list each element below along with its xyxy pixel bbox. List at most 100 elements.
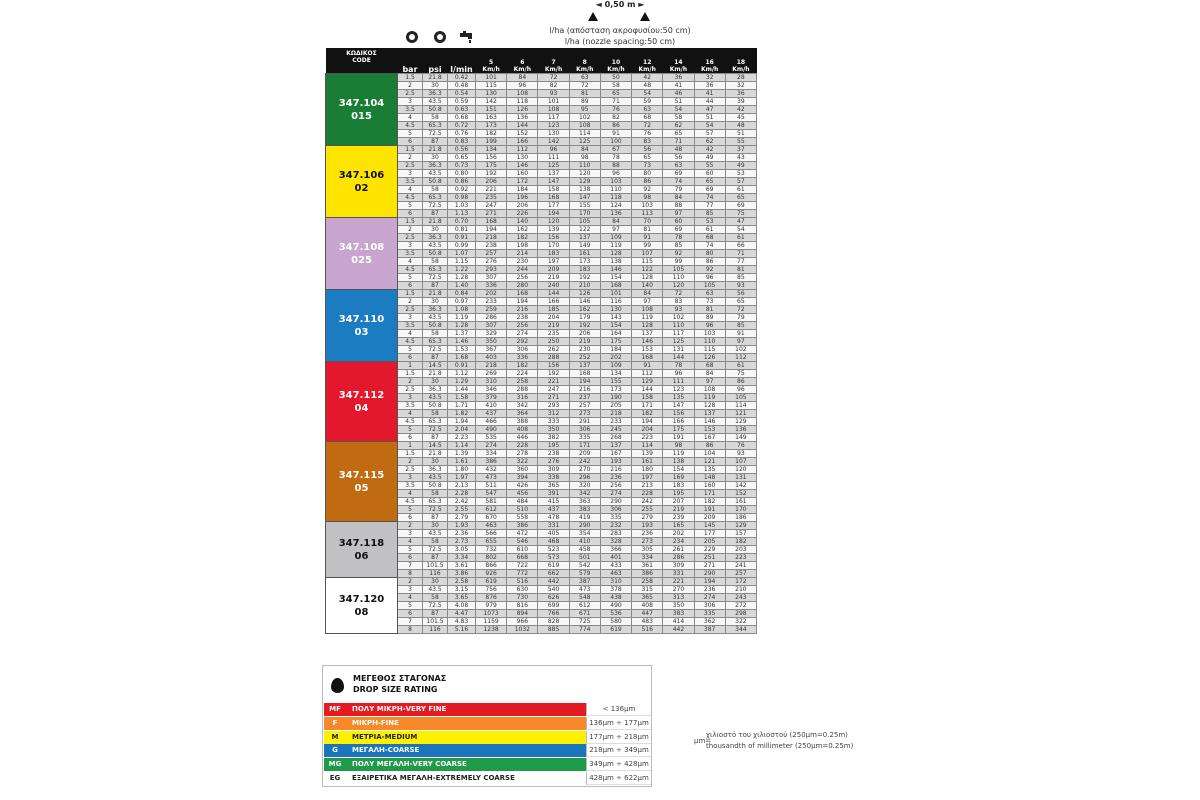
table-cell: 177 bbox=[693, 529, 726, 538]
table-cell: 401 bbox=[599, 553, 633, 562]
speed-value: 16 bbox=[705, 59, 714, 66]
table-cell: 245 bbox=[599, 425, 633, 434]
table-cell: 3 bbox=[397, 473, 423, 482]
nozzle-size: 03 bbox=[354, 326, 369, 338]
legend-label: ΠΟΛΥ ΜΙΚΡΗ-VERY FINE bbox=[352, 705, 447, 713]
table-cell: 36.3 bbox=[422, 161, 448, 170]
table-cell: 386 bbox=[631, 569, 664, 578]
table-cell: 0.80 bbox=[447, 169, 476, 178]
table-cell: 202 bbox=[662, 529, 695, 538]
table-cell: 2 bbox=[397, 153, 423, 162]
table-cell: 2.5 bbox=[397, 89, 423, 98]
table-cell: 7 bbox=[397, 561, 423, 570]
legend-row: M ΜΕΤΡΙΑ-MEDIUM 177μm ÷ 218μm bbox=[324, 730, 651, 744]
table-cell: 110 bbox=[693, 337, 726, 346]
table-cell: 214 bbox=[506, 249, 539, 258]
table-cell: 139 bbox=[537, 225, 570, 234]
table-cell: 237 bbox=[568, 393, 601, 402]
table-cell: 104 bbox=[693, 449, 726, 458]
table-cell: 129 bbox=[724, 521, 758, 530]
table-cell: 722 bbox=[506, 561, 539, 570]
table-cell: 92 bbox=[631, 185, 664, 194]
table-row: 347.118 06 2 30 1.93 463 386 331 290 232 193 165 145… bbox=[325, 521, 758, 578]
table-cell: 2.5 bbox=[397, 465, 423, 474]
table-cell: 36 bbox=[662, 73, 695, 82]
table-cell: 21.8 bbox=[422, 449, 448, 458]
table-cell: 14.5 bbox=[422, 361, 448, 370]
table-cell: 405 bbox=[537, 529, 570, 538]
table-cell: 228 bbox=[631, 489, 664, 498]
table-cell: 3 bbox=[397, 529, 423, 538]
legend-abbr: MG bbox=[328, 760, 342, 769]
table-cell: 36.3 bbox=[422, 305, 448, 314]
table-cell: 0.56 bbox=[447, 145, 476, 154]
table-cell: 3.5 bbox=[397, 321, 423, 330]
table-cell: 2 bbox=[397, 577, 423, 586]
table-cell: 123 bbox=[662, 385, 695, 394]
table-cell: 2.23 bbox=[447, 433, 476, 442]
table-cell: 56 bbox=[631, 145, 664, 154]
table-cell: 123 bbox=[537, 121, 570, 130]
table-cell: 161 bbox=[724, 497, 758, 506]
table-cell: 216 bbox=[506, 305, 539, 314]
speed-header: 12 Km/h bbox=[631, 48, 663, 74]
table-cell: 6 bbox=[397, 433, 423, 442]
table-cell: 191 bbox=[693, 505, 726, 514]
table-cell: 1073 bbox=[474, 609, 508, 618]
table-cell: 235 bbox=[537, 329, 570, 338]
table-cell: 3.65 bbox=[447, 593, 476, 602]
table-cell: 30 bbox=[422, 225, 448, 234]
table-cell: 84 bbox=[568, 145, 601, 154]
table-cell: 153 bbox=[693, 425, 726, 434]
table-cell: 619 bbox=[599, 625, 633, 634]
table-cell: 134 bbox=[474, 145, 508, 154]
table-cell: 86 bbox=[724, 377, 758, 386]
table-cell: 236 bbox=[631, 529, 664, 538]
table-cell: 192 bbox=[568, 273, 601, 282]
table-cell: 816 bbox=[506, 601, 539, 610]
table-cell: 4 bbox=[397, 113, 423, 122]
table-cell: 2.5 bbox=[397, 385, 423, 394]
table-cell: 671 bbox=[568, 609, 601, 618]
table-cell: 107 bbox=[631, 249, 664, 258]
nozzle-code: 347.110 bbox=[338, 313, 385, 325]
table-cell: 1032 bbox=[506, 625, 539, 634]
table-cell: 1159 bbox=[474, 617, 508, 626]
table-cell: 102 bbox=[568, 113, 601, 122]
table-row: 3.5 50.8 1.28 307 256 219 192 154 128 110 96 85 bbox=[326, 321, 758, 330]
table-cell: 336 bbox=[506, 353, 539, 362]
legend-range: 136μm ÷ 177μm bbox=[586, 716, 651, 730]
speed-unit: Km/h bbox=[607, 66, 625, 73]
table-cell: 730 bbox=[506, 593, 539, 602]
table-cell: 3.61 bbox=[447, 561, 476, 570]
table-cell: 144 bbox=[506, 121, 539, 130]
table-cell: 293 bbox=[474, 265, 508, 274]
table-cell: 116 bbox=[599, 297, 633, 306]
table-cell: 232 bbox=[599, 521, 633, 530]
table-cell: 76 bbox=[599, 105, 633, 114]
table-cell: 394 bbox=[506, 473, 539, 482]
table-cell: 65 bbox=[693, 177, 726, 186]
table-cell: 257 bbox=[568, 401, 601, 410]
table-cell: 331 bbox=[537, 521, 570, 530]
table-cell: 0.98 bbox=[447, 193, 476, 202]
table-cell: 725 bbox=[568, 617, 601, 626]
table-cell: 57 bbox=[724, 177, 758, 186]
table-cell: 926 bbox=[474, 569, 508, 578]
table-cell: 4.5 bbox=[397, 121, 423, 130]
table-cell: 258 bbox=[506, 377, 539, 386]
table-cell: 93 bbox=[662, 305, 695, 314]
table-cell: 210 bbox=[568, 281, 601, 290]
table-cell: 148 bbox=[693, 473, 726, 482]
speed-unit: Km/h bbox=[544, 66, 563, 73]
table-cell: 6 bbox=[397, 209, 423, 218]
table-cell: 97 bbox=[599, 225, 633, 234]
table-cell: 42 bbox=[693, 145, 726, 154]
table-cell: 82 bbox=[537, 81, 570, 90]
legend-row: MG ΠΟΛΥ ΜΕΓΑΛΗ-VERY COARSE 349μm ÷ 428μm bbox=[324, 758, 651, 772]
table-cell: 259 bbox=[474, 305, 508, 314]
table-cell: 128 bbox=[631, 321, 664, 330]
table-cell: 4.5 bbox=[397, 337, 423, 346]
table-cell: 43.5 bbox=[422, 473, 448, 482]
table-row: 7 101.5 4.83 1159 966 828 725 580 483 414 362 322 bbox=[326, 617, 758, 626]
